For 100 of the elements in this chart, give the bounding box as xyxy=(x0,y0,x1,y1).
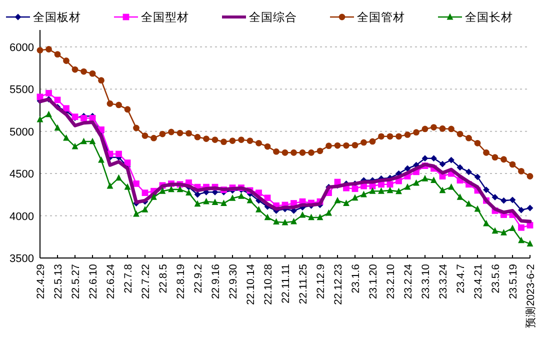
x-tick-label: 22.8.5 xyxy=(158,264,170,294)
point xyxy=(246,138,254,144)
point xyxy=(290,149,297,156)
point xyxy=(116,174,122,181)
point xyxy=(360,139,367,146)
point xyxy=(316,214,324,220)
point xyxy=(176,186,184,192)
legend-label: 全国综合 xyxy=(249,10,297,24)
point xyxy=(466,168,472,176)
point xyxy=(343,142,350,149)
point xyxy=(89,70,96,77)
x-tick-label: 22.12.23 xyxy=(332,264,344,305)
point xyxy=(238,136,244,143)
point xyxy=(509,161,516,168)
point xyxy=(159,130,166,138)
point xyxy=(46,90,52,96)
point xyxy=(448,183,454,190)
point xyxy=(36,47,44,54)
point xyxy=(194,134,201,140)
point xyxy=(186,130,192,137)
x-tick-label: 23.3.10 xyxy=(420,264,432,300)
point xyxy=(404,132,411,138)
x-tick-label: 22.5.27 xyxy=(70,264,82,300)
point xyxy=(526,173,534,180)
point xyxy=(299,211,306,218)
point xyxy=(456,194,464,200)
point xyxy=(439,125,446,132)
point xyxy=(72,66,78,73)
point xyxy=(518,168,524,174)
point xyxy=(518,224,524,231)
point xyxy=(413,129,420,136)
x-tick-label: 23.4.7 xyxy=(455,264,467,294)
point xyxy=(264,194,271,202)
y-tick-label: 5500 xyxy=(10,84,34,96)
point xyxy=(63,105,70,112)
point xyxy=(142,206,148,212)
point xyxy=(186,189,192,196)
point xyxy=(116,150,122,158)
point xyxy=(378,187,384,194)
y-tick-label: 6000 xyxy=(10,42,34,54)
point xyxy=(203,136,210,142)
point xyxy=(168,128,174,136)
point xyxy=(466,134,472,142)
point xyxy=(466,200,472,207)
point xyxy=(518,236,524,244)
legend-label: 全国管材 xyxy=(357,11,405,24)
point xyxy=(264,143,271,150)
point xyxy=(106,182,114,189)
point xyxy=(63,134,70,141)
x-tick-label: 22.7.22 xyxy=(140,264,152,300)
point xyxy=(229,194,236,201)
point xyxy=(352,194,358,201)
point xyxy=(308,214,314,220)
point xyxy=(176,130,184,136)
point xyxy=(492,154,498,161)
point xyxy=(63,58,70,64)
point xyxy=(352,186,358,192)
point xyxy=(299,149,306,156)
point xyxy=(500,197,507,204)
point xyxy=(264,214,271,220)
point xyxy=(500,156,507,163)
x-tick-label: 22.9.30 xyxy=(228,264,240,300)
legend-label: 全国板材 xyxy=(33,11,81,24)
point xyxy=(404,165,411,172)
point xyxy=(509,196,516,204)
point xyxy=(396,133,402,140)
point xyxy=(334,142,341,149)
point xyxy=(456,130,464,138)
x-tick-label: 22.11.11 xyxy=(280,264,292,304)
x-tick-label: 22.12.9 xyxy=(315,264,327,300)
point xyxy=(526,204,534,212)
point xyxy=(430,155,437,162)
point xyxy=(422,174,428,182)
point xyxy=(220,138,227,146)
x-tick-label: 22.9.2 xyxy=(192,264,204,294)
point xyxy=(474,140,481,146)
x-tick-label: 预测2023-6-2 xyxy=(525,264,537,328)
point xyxy=(430,124,437,130)
point xyxy=(386,133,394,140)
point xyxy=(430,176,437,184)
y-tick-label: 4000 xyxy=(10,210,34,223)
point xyxy=(526,240,534,247)
point xyxy=(326,142,332,150)
point xyxy=(448,126,454,132)
point xyxy=(352,142,358,148)
x-tick-label: 22.10.28 xyxy=(262,264,274,305)
point xyxy=(54,124,61,131)
point xyxy=(386,181,394,188)
point xyxy=(483,149,490,156)
point xyxy=(133,210,140,217)
point xyxy=(194,200,201,207)
x-tick-label: 22.10.14 xyxy=(245,264,257,305)
point xyxy=(326,209,332,216)
x-tick-label: 22.9.16 xyxy=(210,264,222,300)
point xyxy=(238,192,244,199)
point xyxy=(159,187,166,194)
point xyxy=(273,148,280,155)
point xyxy=(116,102,122,108)
point xyxy=(422,126,428,132)
point xyxy=(194,191,201,198)
